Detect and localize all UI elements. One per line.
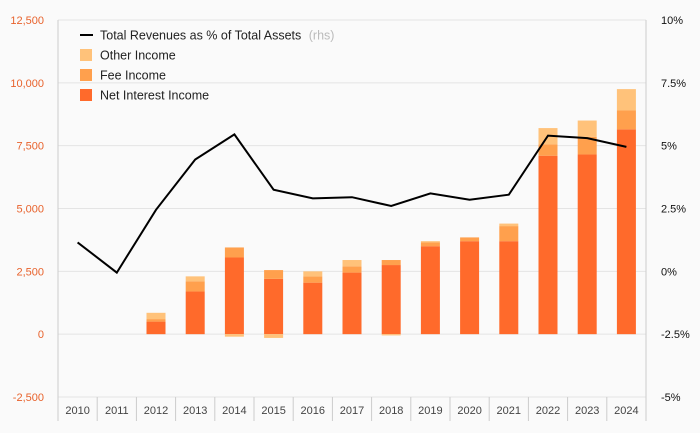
bar-fee-income-2020 — [460, 237, 480, 242]
x-tick-label: 2024 — [614, 405, 638, 417]
bar-other-income-2019 — [420, 241, 440, 243]
bar-negative-component-2015 — [264, 334, 284, 338]
x-tick-label: 2021 — [497, 405, 521, 417]
bar-net-interest-income-2019 — [420, 246, 440, 335]
legend-label-net-interest-income: Net Interest Income — [100, 89, 209, 103]
bar-fee-income-2023 — [577, 136, 597, 155]
right-tick-label: 10% — [661, 15, 683, 27]
left-tick-label: 12,500 — [10, 15, 44, 27]
x-tick-label: 2019 — [418, 405, 442, 417]
bar-fee-income-2013 — [185, 281, 205, 292]
bar-net-interest-income-2012 — [146, 321, 166, 335]
left-tick-label: -2,500 — [13, 392, 44, 404]
bar-net-interest-income-2016 — [303, 282, 323, 335]
bar-other-income-2024 — [616, 89, 636, 111]
x-axis: 2010 2011 2012 2013 2014 2015 2016 2017 2018 2019… — [57, 397, 647, 421]
bar-net-interest-income-2014 — [224, 257, 244, 335]
bars — [146, 89, 636, 338]
bar-fee-income-2017 — [342, 266, 362, 273]
bar-fee-income-2018 — [381, 260, 401, 266]
right-axis: -5% -2.5% 0% 2.5% 5% 7.5% 10% — [661, 15, 690, 404]
bar-net-interest-income-2021 — [499, 241, 519, 335]
right-tick-label: -5% — [661, 392, 681, 404]
x-tick-label: 2016 — [301, 405, 325, 417]
bar-other-income-2017 — [342, 260, 362, 267]
bar-other-income-2012 — [146, 312, 166, 320]
bar-fee-income-2014 — [224, 247, 244, 258]
x-tick-label: 2018 — [379, 405, 403, 417]
right-tick-label: -2.5% — [661, 329, 690, 341]
legend-swatch-net-interest-income — [80, 89, 92, 101]
left-tick-label: 2,500 — [16, 266, 44, 278]
bar-other-income-2021 — [499, 223, 519, 227]
legend-swatch-fee-income — [80, 69, 92, 81]
right-tick-label: 2.5% — [661, 204, 686, 216]
legend-swatch-other-income — [80, 49, 92, 61]
bar-fee-income-2022 — [538, 144, 558, 156]
bar-fee-income-2012 — [146, 319, 166, 322]
bar-net-interest-income-2022 — [538, 155, 558, 335]
bar-net-interest-income-2023 — [577, 154, 597, 335]
x-tick-label: 2013 — [183, 405, 207, 417]
x-tick-label: 2011 — [105, 405, 129, 417]
bar-fee-income-2021 — [499, 226, 519, 242]
bar-net-interest-income-2024 — [616, 129, 636, 335]
x-tick-label: 2012 — [144, 405, 168, 417]
x-tick-label: 2017 — [340, 405, 364, 417]
bar-net-interest-income-2015 — [264, 278, 284, 335]
x-tick-label: 2010 — [65, 405, 89, 417]
x-tick-label: 2020 — [457, 405, 481, 417]
legend-line-label: Total Revenues as % of Total Assets (rhs… — [100, 29, 334, 43]
bar-fee-income-2016 — [303, 276, 323, 283]
x-tick-label: 2022 — [536, 405, 560, 417]
bar-fee-income-2015 — [264, 270, 284, 279]
bar-negative-component-2018 — [381, 334, 401, 336]
bar-net-interest-income-2020 — [460, 241, 480, 335]
bar-fee-income-2024 — [616, 110, 636, 130]
bar-net-interest-income-2013 — [185, 291, 205, 335]
x-tick-label: 2015 — [261, 405, 285, 417]
x-tick-label: 2014 — [222, 405, 246, 417]
right-tick-label: 5% — [661, 141, 677, 153]
percent-line-group — [76, 133, 627, 275]
bar-other-income-2016 — [303, 271, 323, 277]
legend: Total Revenues as % of Total Assets (rhs… — [80, 29, 334, 103]
legend-label-other-income: Other Income — [100, 49, 176, 63]
bar-net-interest-income-2017 — [342, 272, 362, 335]
left-axis: -2,500 0 2,500 5,000 7,500 10,000 12,500 — [10, 15, 44, 404]
right-tick-label: 7.5% — [661, 78, 686, 90]
percent-line — [76, 133, 627, 275]
bar-other-income-2023 — [577, 120, 597, 137]
right-tick-label: 0% — [661, 266, 677, 278]
bar-fee-income-2019 — [420, 242, 440, 247]
legend-label-fee-income: Fee Income — [100, 69, 166, 83]
left-tick-label: 7,500 — [16, 141, 44, 153]
x-tick-label: 2023 — [575, 405, 599, 417]
bar-net-interest-income-2018 — [381, 265, 401, 335]
left-tick-label: 10,000 — [10, 78, 44, 90]
left-tick-label: 0 — [38, 329, 44, 341]
bar-other-income-2013 — [185, 276, 205, 282]
left-tick-label: 5,000 — [16, 204, 44, 216]
bar-negative-component-2014 — [224, 334, 244, 337]
